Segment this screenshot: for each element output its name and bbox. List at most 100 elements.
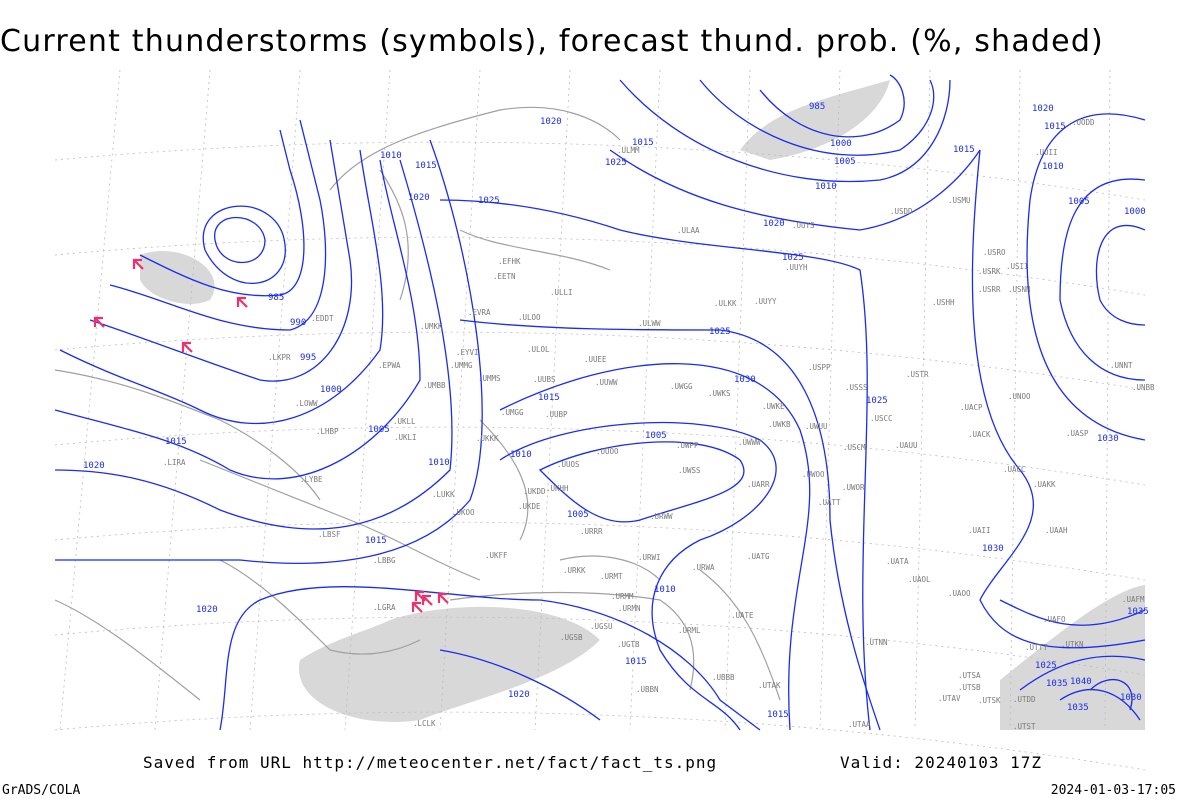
station-label: .UACK — [968, 430, 991, 439]
meridian — [1104, 69, 1111, 731]
isobar-label: 1015 — [1044, 122, 1066, 132]
station-label: .UATT — [818, 498, 841, 507]
station-label: .UKDE — [518, 502, 541, 511]
meridian — [534, 69, 571, 731]
station-label: .UUBS — [533, 375, 556, 384]
parallel — [54, 711, 1146, 771]
station-label: .UAUU — [895, 441, 918, 450]
isobar-label: 1005 — [368, 425, 390, 435]
isobar-label: 995 — [300, 353, 316, 363]
thunderstorm-symbol — [411, 601, 423, 613]
thunderstorm-probability-shading — [140, 80, 1145, 730]
station-label: .UTST — [1013, 722, 1036, 731]
station-label: .UTAA — [848, 720, 871, 729]
isobar — [59, 149, 384, 425]
station-label: .UKHH — [546, 484, 569, 493]
isobar-label: 985 — [809, 102, 825, 112]
station-label: .UWSS — [678, 466, 701, 475]
station-label: .UAOO — [948, 589, 971, 598]
station-label: .LKPR — [268, 353, 291, 362]
isobar-label: 1030 — [734, 375, 756, 385]
valid-time: Valid: 20240103 17Z — [840, 753, 1043, 772]
station-label: .USRO — [983, 248, 1006, 257]
isobar-label: 1030 — [1097, 434, 1119, 444]
coastline — [459, 229, 611, 271]
station-label: .LBBG — [373, 556, 396, 565]
thunderstorm-symbol — [437, 592, 449, 604]
shaded-area — [1000, 585, 1145, 730]
station-label: .UGSU — [590, 622, 613, 631]
station-label: .USHH — [932, 298, 955, 307]
station-label: .URML — [678, 626, 701, 635]
station-label: .LGRA — [373, 603, 396, 612]
isobar-label: 1010 — [1042, 162, 1064, 172]
station-label: .UNBB — [1132, 383, 1155, 392]
station-label: .UMGG — [501, 408, 524, 417]
station-label: .UWOO — [802, 470, 825, 479]
station-label: .UNOO — [1008, 392, 1031, 401]
station-label: .UUOO — [596, 447, 619, 456]
isobar-label: 1005 — [645, 431, 667, 441]
isobar-label: 985 — [268, 293, 284, 303]
station-label: .UUOS — [557, 460, 580, 469]
thunderstorm-symbol — [93, 316, 105, 328]
isobar-label: 1020 — [196, 605, 218, 615]
station-label: .UTSA — [958, 671, 981, 680]
station-label: .UWKE — [762, 402, 785, 411]
source-url-text: Saved from URL http://meteocenter.net/fa… — [143, 753, 718, 772]
lat-lon-grid — [54, 69, 1146, 771]
station-label: .UASP — [1066, 429, 1089, 438]
isobars — [54, 74, 1146, 731]
station-label: .UACC — [1003, 465, 1026, 474]
isobar — [1026, 113, 1146, 441]
station-label: .UATE — [731, 611, 754, 620]
station-label: .USDD — [890, 207, 913, 216]
station-label: .EPWA — [378, 361, 401, 370]
station-label: .UWPP — [676, 441, 699, 450]
isobar — [699, 79, 935, 156]
isobar — [1095, 224, 1146, 326]
coastline — [54, 599, 201, 701]
station-label: .UUYH — [785, 263, 808, 272]
station-labels: .EDDT .UMKK .EPWA .LKPR .UMMG .UMBB .LOWW .LHBP… — [163, 118, 1155, 731]
isobar-label: 1010 — [815, 182, 837, 192]
station-label: .ULOO — [518, 313, 541, 322]
parallel — [54, 141, 1146, 201]
isobar-label: 1000 — [320, 385, 342, 395]
station-label: .ULKK — [714, 299, 737, 308]
meridian — [1009, 69, 1021, 731]
station-label: .LOWW — [295, 399, 318, 408]
station-label: .UMMG — [450, 361, 473, 370]
station-label: .UWWW — [738, 438, 761, 447]
isobar-label: 990 — [290, 318, 306, 328]
coastline — [559, 555, 661, 581]
station-label: .ULAA — [677, 226, 700, 235]
station-label: .UUWW — [595, 378, 618, 387]
isobar-label: 1020 — [540, 117, 562, 127]
isobar-label: 1000 — [1124, 207, 1146, 217]
station-label: .UATA — [886, 557, 909, 566]
isobar-label: 1005 — [567, 510, 589, 520]
isobar-label: 1035 — [1127, 607, 1149, 617]
isobar — [214, 217, 266, 263]
isobar-label: 1015 — [415, 161, 437, 171]
station-label: .UBBB — [712, 673, 735, 682]
station-label: .UKLI — [394, 433, 417, 442]
isobar-label: 1025 — [866, 396, 888, 406]
isobar — [999, 599, 1146, 626]
isobar-label: 1015 — [632, 138, 654, 148]
station-label: .EYVI — [456, 348, 479, 357]
coastline — [219, 559, 421, 655]
isobar-label: 1010 — [428, 458, 450, 468]
parallel — [54, 331, 1146, 391]
isobar-label: 1000 — [830, 139, 852, 149]
station-label: .EETN — [493, 272, 516, 281]
meridian — [154, 69, 211, 731]
parallel — [54, 236, 1146, 296]
meridian — [249, 69, 301, 731]
coastline — [379, 169, 409, 301]
station-label: .URMN — [618, 604, 641, 613]
station-label: .ULMM — [617, 146, 640, 155]
isobar — [1089, 679, 1133, 711]
